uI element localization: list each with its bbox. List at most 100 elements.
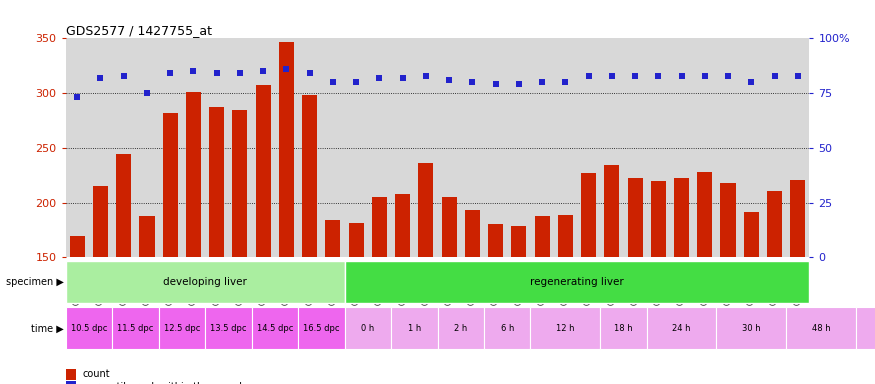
Text: 14.5 dpc: 14.5 dpc: [256, 324, 293, 333]
Bar: [139, 216, 155, 384]
Point: [536, 79, 550, 85]
Bar: [255, 86, 270, 384]
Point: [186, 68, 200, 74]
Point: [791, 73, 805, 79]
Bar: [717, 307, 786, 349]
Bar: [279, 42, 294, 384]
Text: 12 h: 12 h: [556, 324, 575, 333]
Bar: [326, 220, 340, 384]
Point: [326, 79, 340, 85]
Point: [488, 81, 502, 88]
Text: specimen ▶: specimen ▶: [6, 277, 64, 287]
Bar: [186, 92, 201, 384]
Text: 10.5 dpc: 10.5 dpc: [71, 324, 107, 333]
Point: [94, 75, 108, 81]
Point: [721, 73, 735, 79]
Bar: [252, 307, 298, 349]
Point: [140, 90, 154, 96]
Text: 18 h: 18 h: [614, 324, 633, 333]
Bar: [298, 307, 345, 349]
Text: 0 h: 0 h: [361, 324, 374, 333]
Bar: [744, 212, 759, 384]
Text: 24 h: 24 h: [672, 324, 690, 333]
Point: [697, 73, 711, 79]
Point: [164, 70, 178, 76]
Bar: [720, 183, 736, 384]
Bar: [205, 307, 252, 349]
Bar: [163, 113, 178, 384]
Text: count: count: [82, 369, 110, 379]
Text: GDS2577 / 1427755_at: GDS2577 / 1427755_at: [66, 24, 212, 37]
Bar: [396, 194, 410, 384]
Bar: [465, 210, 480, 384]
Point: [349, 79, 363, 85]
Point: [70, 94, 84, 101]
Point: [628, 73, 642, 79]
Point: [651, 73, 665, 79]
Bar: [557, 215, 573, 384]
Bar: [600, 307, 647, 349]
Bar: [209, 108, 224, 384]
Bar: [767, 190, 782, 384]
Bar: [348, 223, 364, 384]
Bar: [93, 186, 108, 384]
Text: 2 h: 2 h: [454, 324, 467, 333]
Text: 13.5 dpc: 13.5 dpc: [210, 324, 247, 333]
Bar: [112, 307, 158, 349]
Text: 12.5 dpc: 12.5 dpc: [164, 324, 200, 333]
Bar: [627, 179, 642, 384]
Text: time ▶: time ▶: [31, 323, 64, 333]
Text: 1 h: 1 h: [408, 324, 421, 333]
Bar: [535, 216, 550, 384]
Bar: [786, 307, 856, 349]
Text: regenerating liver: regenerating liver: [530, 277, 624, 287]
Point: [675, 73, 689, 79]
Bar: [116, 154, 131, 384]
Bar: [345, 261, 809, 303]
Point: [466, 79, 480, 85]
Text: 16.5 dpc: 16.5 dpc: [303, 324, 340, 333]
Bar: [302, 95, 318, 384]
Bar: [372, 197, 387, 384]
Bar: [158, 307, 205, 349]
Bar: [233, 109, 248, 384]
Bar: [697, 172, 712, 384]
Bar: [674, 179, 690, 384]
Bar: [488, 225, 503, 384]
Point: [233, 70, 247, 76]
Text: 11.5 dpc: 11.5 dpc: [117, 324, 153, 333]
Bar: [605, 166, 620, 384]
Bar: [484, 307, 530, 349]
Point: [116, 73, 130, 79]
Bar: [647, 307, 717, 349]
Point: [442, 77, 456, 83]
Point: [396, 75, 410, 81]
Text: developing liver: developing liver: [163, 277, 247, 287]
Text: percentile rank within the sample: percentile rank within the sample: [82, 382, 248, 384]
Point: [279, 66, 293, 72]
Bar: [856, 307, 875, 349]
Point: [256, 68, 270, 74]
Point: [605, 73, 619, 79]
Point: [373, 75, 387, 81]
Text: 6 h: 6 h: [500, 324, 514, 333]
Text: 30 h: 30 h: [742, 324, 760, 333]
Bar: [391, 307, 438, 349]
Bar: [442, 197, 457, 384]
Point: [745, 79, 759, 85]
Point: [419, 73, 433, 79]
Point: [303, 70, 317, 76]
Bar: [70, 237, 85, 384]
Bar: [66, 307, 112, 349]
Point: [210, 70, 224, 76]
Bar: [438, 307, 484, 349]
Bar: [651, 181, 666, 384]
Text: 48 h: 48 h: [812, 324, 830, 333]
Bar: [345, 307, 391, 349]
Point: [767, 73, 781, 79]
Bar: [66, 261, 345, 303]
Point: [558, 79, 572, 85]
Bar: [581, 173, 596, 384]
Bar: [530, 307, 600, 349]
Bar: [418, 163, 433, 384]
